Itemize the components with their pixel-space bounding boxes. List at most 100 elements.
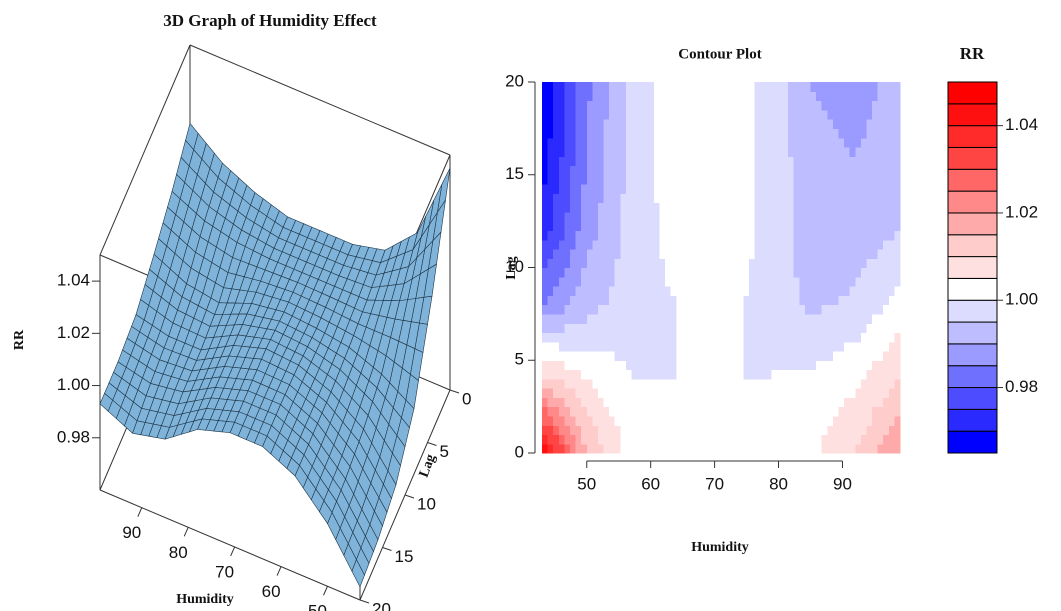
contour-cell (732, 137, 739, 148)
contour-cell (609, 425, 616, 436)
contour-cell (586, 174, 593, 185)
contour-cell (603, 211, 610, 222)
x-tick-label: 60 (262, 582, 281, 601)
contour-cell (564, 286, 571, 296)
contour-cell (776, 221, 784, 231)
contour-cell (860, 128, 868, 139)
contour-cell (687, 109, 694, 120)
contour-cell (788, 119, 795, 129)
contour-cell (659, 100, 666, 111)
contour-cell (542, 360, 549, 371)
contour-cell (726, 295, 733, 306)
contour-cell (855, 239, 862, 250)
contour-plot (542, 82, 901, 454)
contour-cell (609, 82, 616, 92)
contour-cell (844, 341, 851, 352)
contour-cell (883, 174, 890, 185)
contour-cell (676, 286, 683, 296)
contour-cell (687, 119, 694, 129)
contour-cell (542, 313, 549, 324)
contour-cell (782, 313, 789, 324)
contour-cell (844, 332, 851, 343)
contour-cell (754, 184, 761, 194)
contour-cell (765, 313, 772, 324)
contour-cell (693, 221, 700, 231)
contour-cell (715, 174, 722, 185)
contour-cell (670, 248, 677, 259)
contour-cell (670, 332, 677, 343)
contour-cell (704, 388, 711, 398)
contour-cell (737, 109, 744, 120)
contour-cell (788, 350, 795, 361)
contour-cell (793, 286, 800, 296)
contour-cell (827, 221, 834, 231)
contour-cell (581, 100, 588, 111)
contour-cell (827, 211, 834, 222)
contour-cell (709, 146, 717, 157)
contour-cell (726, 341, 733, 352)
contour-cell (597, 211, 605, 222)
contour-cell (614, 258, 621, 269)
contour-cell (877, 221, 884, 231)
contour-cell (810, 378, 817, 389)
y-axis-label: Lag (417, 452, 439, 479)
contour-cell (771, 82, 778, 92)
contour-cell (597, 276, 605, 287)
contour-cell (581, 258, 588, 269)
legend-swatch (947, 277, 998, 301)
contour-cell (860, 100, 868, 111)
contour-cell (776, 425, 784, 436)
contour-cell (698, 267, 705, 278)
contour-cell (620, 286, 627, 296)
contour-cell (687, 304, 694, 315)
contour-cell (575, 443, 582, 454)
contour-cell (849, 100, 856, 111)
contour-cell (883, 443, 890, 454)
contour-cell (894, 415, 901, 426)
contour-cell (894, 397, 901, 408)
contour-cell (866, 156, 873, 167)
contour-cell (659, 443, 666, 454)
contour-cell (704, 174, 711, 185)
contour-cell (648, 341, 655, 352)
contour-cell (855, 406, 862, 417)
contour-cell (698, 295, 705, 306)
contour-cell (888, 313, 896, 324)
contour-cell (872, 211, 879, 222)
contour-cell (581, 267, 588, 278)
contour-cell (581, 434, 588, 445)
contour-cell (653, 202, 661, 213)
contour-cell (558, 91, 565, 102)
contour-cell (771, 119, 778, 129)
contour-cell (832, 82, 840, 92)
contour-cell (637, 156, 644, 167)
contour-cell (782, 415, 789, 426)
contour-cell (564, 406, 571, 417)
contour-cell (665, 156, 672, 167)
contour-cell (625, 146, 633, 157)
contour-cell (614, 341, 621, 352)
contour-cell (788, 388, 795, 398)
contour-cell (771, 156, 778, 167)
contour-cell (894, 295, 901, 306)
contour-cell (894, 211, 901, 222)
contour-cell (648, 82, 655, 92)
contour-cell (542, 295, 549, 306)
contour-cell (592, 211, 599, 222)
contour-cell (558, 415, 565, 426)
contour-cell (575, 378, 582, 389)
contour-cell (586, 239, 593, 250)
contour-cell (788, 406, 795, 417)
contour-cell (597, 258, 605, 269)
contour-cell (866, 425, 873, 436)
contour-cell (765, 286, 772, 296)
contour-cell (687, 91, 694, 102)
contour-cell (743, 369, 750, 380)
contour-cell (827, 146, 834, 157)
contour-cell (631, 304, 638, 315)
contour-cell (569, 332, 577, 343)
contour-cell (592, 276, 599, 287)
contour-cell (542, 82, 549, 92)
contour-cell (765, 295, 772, 306)
contour-cell (569, 360, 577, 371)
